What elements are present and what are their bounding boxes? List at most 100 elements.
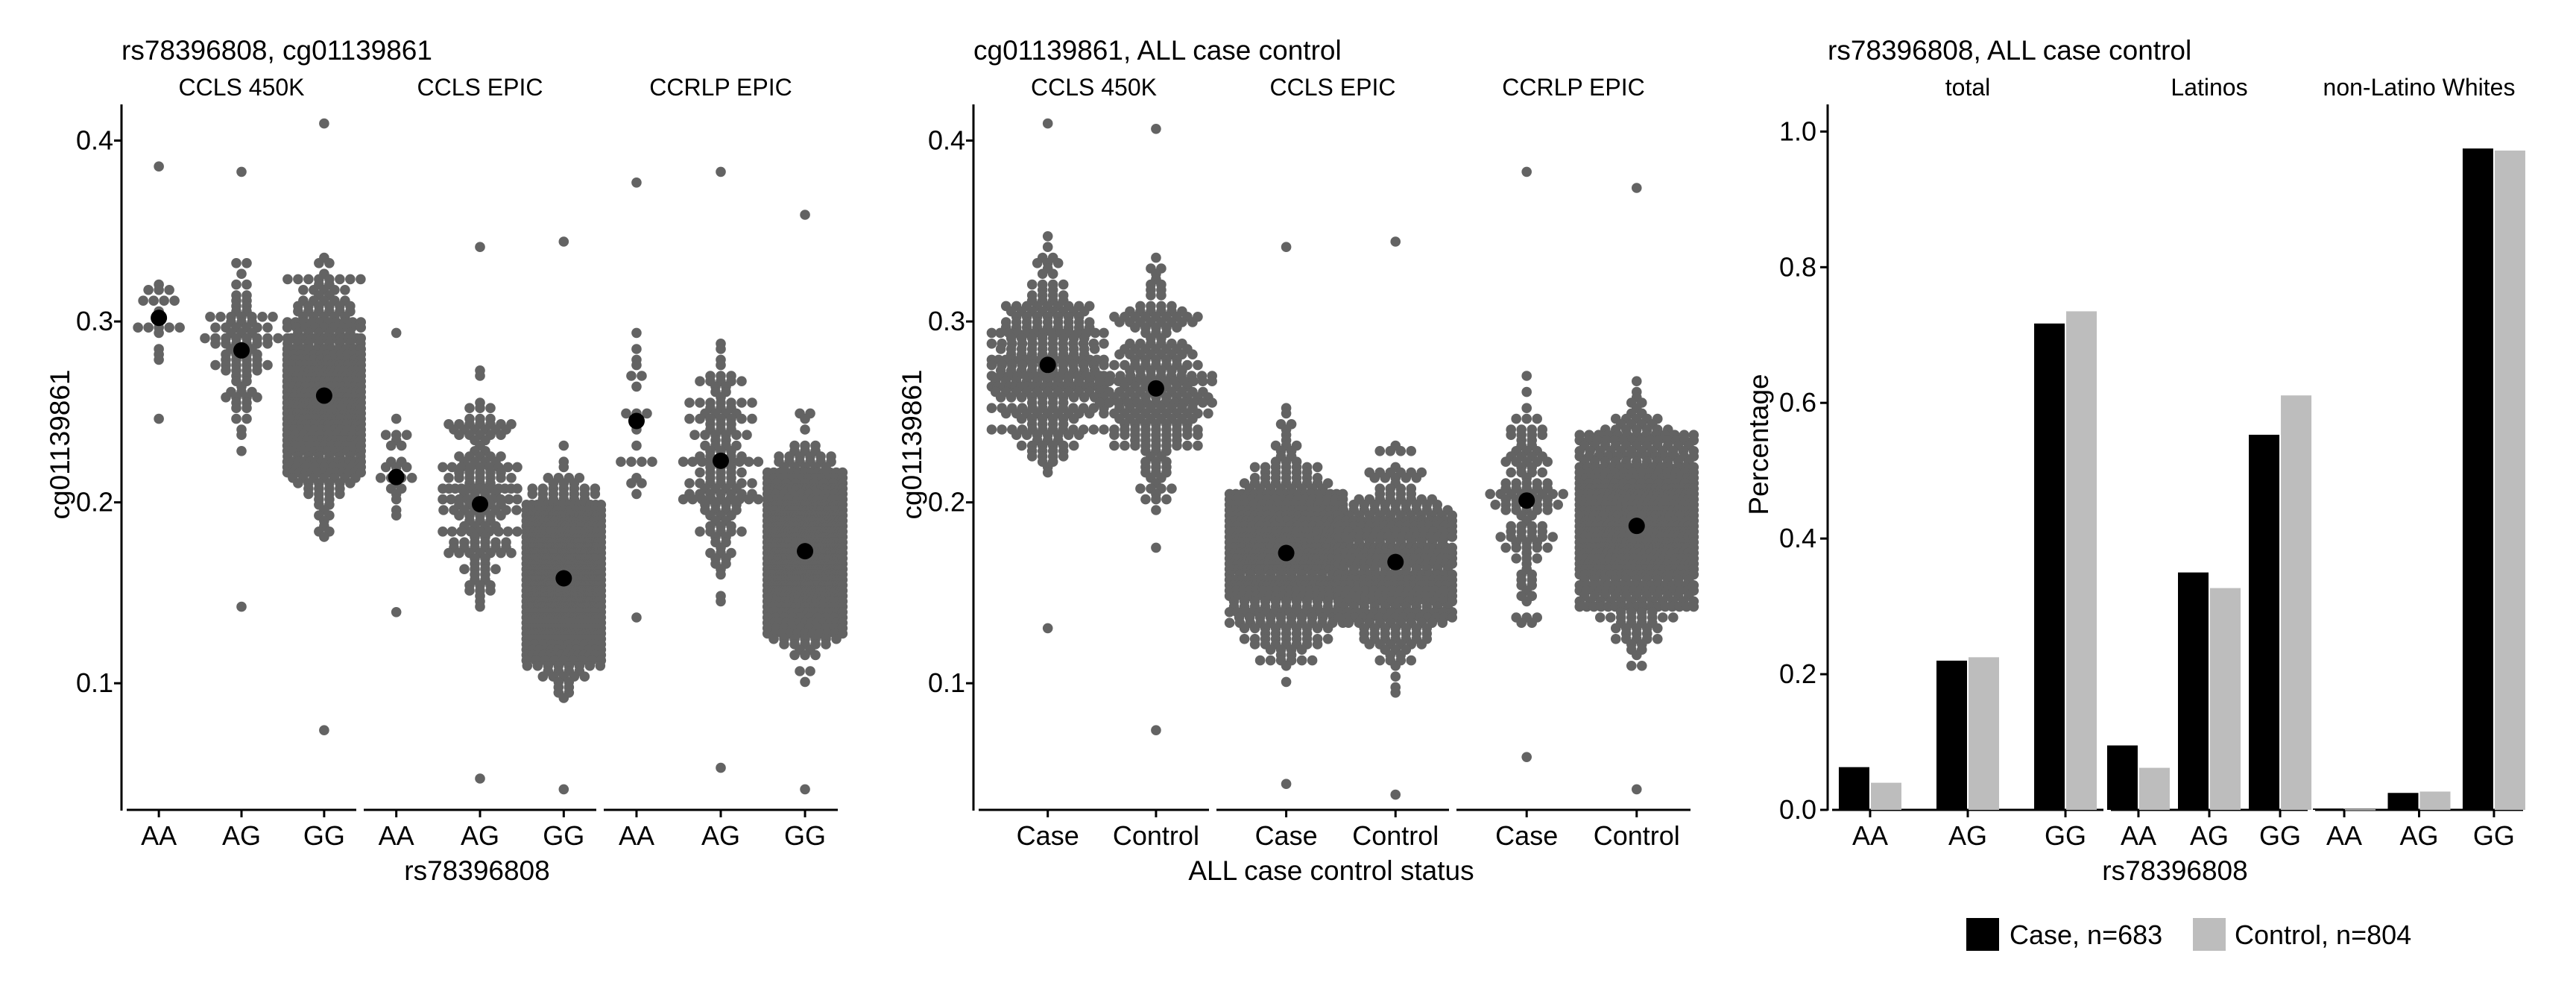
data-point: [1547, 532, 1558, 542]
data-point: [1032, 258, 1043, 268]
data-point: [616, 456, 626, 467]
swarm-group: [282, 119, 366, 735]
data-point: [1027, 280, 1038, 290]
data-point: [1521, 387, 1532, 397]
data-point: [496, 473, 506, 483]
data-point: [626, 478, 637, 488]
swarm-group: [987, 119, 1109, 633]
data-point: [1532, 543, 1542, 553]
data-point: [559, 462, 569, 473]
data-point: [987, 328, 997, 339]
data-point: [231, 280, 242, 290]
data-point: [268, 312, 278, 322]
data-point: [736, 414, 747, 424]
data-point: [523, 661, 533, 671]
data-point: [200, 333, 210, 344]
data-point: [1006, 392, 1017, 403]
data-point: [631, 177, 642, 188]
data-point: [1532, 553, 1542, 564]
data-point: [1532, 414, 1542, 424]
data-point: [242, 403, 252, 413]
data-point: [533, 661, 543, 671]
data-point: [716, 570, 726, 580]
data-point: [631, 344, 642, 354]
data-point: [1193, 441, 1203, 451]
data-point: [242, 280, 252, 290]
y-axis-tick-label: 0.1: [76, 667, 113, 698]
data-point: [345, 478, 356, 488]
data-point: [506, 473, 517, 483]
data-point: [231, 414, 242, 424]
data-point: [1172, 322, 1182, 333]
data-point: [236, 446, 247, 456]
data-point: [1240, 634, 1250, 644]
data-point: [438, 462, 448, 473]
data-point: [1011, 430, 1022, 440]
data-point: [678, 456, 689, 467]
facet-label: CCLS EPIC: [1270, 74, 1396, 101]
data-point: [1140, 494, 1151, 505]
data-point: [1151, 725, 1161, 735]
data-point: [340, 285, 350, 295]
data-point: [1521, 414, 1532, 424]
data-point: [1135, 483, 1146, 494]
data-point: [454, 430, 464, 440]
data-point: [1027, 451, 1038, 462]
data-point: [1022, 430, 1032, 440]
data-point: [1182, 441, 1193, 451]
data-point: [231, 403, 242, 413]
data-point: [236, 430, 247, 440]
data-point: [1207, 376, 1217, 386]
data-point: [1297, 656, 1307, 666]
data-point: [1500, 505, 1511, 515]
data-point: [1390, 671, 1401, 682]
data-point: [231, 258, 242, 268]
x-axis-tick-label: Control: [1113, 820, 1199, 851]
data-point: [744, 494, 754, 505]
data-point: [1043, 623, 1053, 634]
data-point: [210, 322, 221, 333]
data-point: [475, 602, 485, 612]
swarm-group: [522, 236, 607, 794]
data-point: [716, 597, 726, 607]
data-point: [1401, 473, 1411, 483]
data-point: [736, 468, 747, 478]
y-axis-tick-label: 0.4: [76, 125, 113, 156]
data-point: [631, 360, 642, 371]
facet-label: CCLS 450K: [179, 74, 305, 101]
x-axis-tick-label: AA: [141, 820, 177, 851]
data-point: [1167, 483, 1177, 494]
data-point: [631, 382, 642, 392]
data-point: [1151, 124, 1161, 134]
x-axis-tick-label: GG: [784, 820, 826, 851]
data-point: [454, 548, 464, 559]
data-point: [1250, 462, 1260, 473]
data-point: [1511, 553, 1521, 564]
data-point: [1281, 242, 1292, 252]
data-point: [1064, 430, 1074, 440]
x-axis-tick-label: Control: [1594, 820, 1680, 851]
data-point: [443, 473, 454, 483]
group-mean-point: [713, 453, 729, 469]
data-point: [148, 295, 159, 306]
data-point: [754, 494, 764, 505]
data-point: [262, 360, 273, 371]
data-point: [1521, 752, 1532, 762]
data-point: [742, 430, 752, 440]
data-point: [1390, 790, 1401, 800]
data-point: [345, 274, 356, 285]
data-point: [1151, 505, 1161, 515]
data-point: [1281, 677, 1292, 688]
data-point: [821, 639, 831, 650]
group-mean-point: [388, 469, 405, 485]
data-point: [1058, 280, 1069, 290]
data-point: [402, 430, 412, 440]
data-point: [221, 365, 231, 376]
data-point: [154, 285, 164, 295]
x-axis-tick-label: Case: [1017, 820, 1079, 851]
data-point: [1411, 473, 1421, 483]
data-point: [324, 258, 335, 268]
group-mean-point: [233, 342, 250, 359]
data-point: [1490, 500, 1500, 510]
data-point: [356, 274, 366, 285]
